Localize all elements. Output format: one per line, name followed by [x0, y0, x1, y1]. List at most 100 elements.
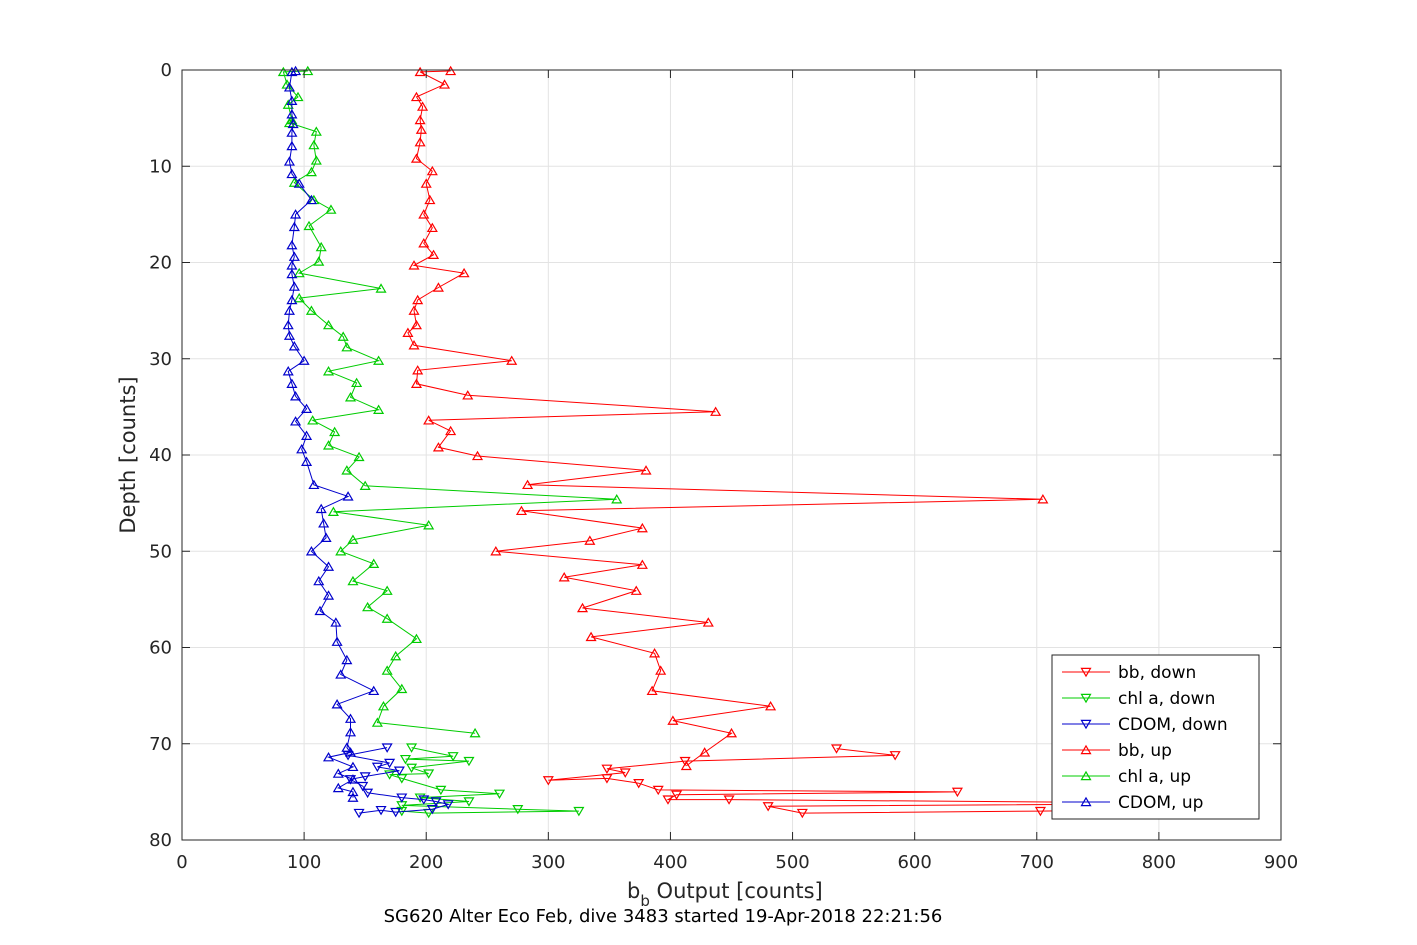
data-point	[283, 330, 296, 340]
data-point	[301, 456, 313, 466]
data-point	[384, 770, 396, 780]
data-point	[290, 209, 302, 219]
data-point	[601, 774, 613, 784]
data-point	[408, 340, 420, 350]
data-point	[303, 220, 315, 231]
series-line	[407, 70, 1043, 767]
data-point	[418, 238, 430, 248]
data-point	[313, 575, 325, 586]
x-axis-label-rest: Output [counts]	[650, 879, 823, 903]
x-tick-label: 0	[176, 852, 187, 873]
x-tick-label: 500	[775, 852, 809, 873]
legend-item: bb, down	[1062, 663, 1196, 683]
data-point	[1034, 806, 1046, 817]
data-point	[305, 546, 317, 556]
data-point	[414, 136, 426, 147]
data-point	[322, 366, 335, 376]
data-point	[393, 766, 405, 776]
data-point	[402, 327, 414, 337]
data-point	[438, 79, 451, 89]
data-point	[371, 717, 383, 727]
data-point	[298, 355, 310, 365]
legend-item: CDOM, down	[1062, 715, 1228, 735]
x-axis-label-subscript: b	[640, 892, 650, 910]
data-point	[329, 426, 341, 437]
data-point	[463, 797, 475, 807]
tick-labels: 0 100 200 300 400 500 600 700 800 900 0 10 20 30 40 50 6…	[149, 60, 1298, 873]
data-point	[286, 294, 298, 305]
x-tick-label: 100	[287, 852, 321, 873]
data-point	[573, 806, 585, 817]
data-point	[427, 249, 440, 259]
data-point	[410, 91, 423, 102]
data-point	[723, 795, 735, 805]
series-line	[282, 70, 617, 734]
data-point	[680, 760, 692, 771]
data-point	[368, 685, 380, 696]
data-point	[282, 366, 294, 376]
legend-item: bb, up	[1062, 741, 1172, 761]
data-point	[619, 768, 631, 778]
x-tick-label: 400	[653, 852, 687, 873]
y-axis-label: Depth [counts]	[116, 376, 140, 533]
data-point	[315, 241, 327, 252]
data-point	[287, 118, 299, 129]
data-point	[667, 715, 679, 725]
data-point	[558, 572, 570, 582]
legend-marker	[1080, 796, 1092, 807]
data-point	[305, 305, 317, 315]
data-point	[286, 268, 298, 279]
series-cdom-up	[282, 65, 380, 802]
legend-label: CDOM, down	[1118, 715, 1228, 735]
series-line	[389, 747, 579, 814]
data-point	[424, 194, 436, 205]
data-point	[331, 699, 343, 709]
x-tick-label: 700	[1020, 852, 1054, 873]
data-point	[337, 331, 349, 341]
data-point	[286, 378, 298, 388]
data-point	[662, 795, 674, 805]
data-point	[362, 601, 374, 612]
data-point	[344, 713, 357, 723]
data-point	[490, 546, 502, 556]
data-point	[396, 774, 408, 784]
data-point	[423, 520, 435, 530]
data-point	[293, 267, 305, 278]
data-point	[469, 727, 481, 738]
data-point	[342, 491, 354, 501]
data-point	[377, 700, 390, 711]
legend-marker	[1080, 719, 1092, 730]
data-point	[308, 479, 320, 490]
data-point	[636, 559, 648, 569]
data-point	[951, 787, 963, 798]
legend: bb, down chl a, down CDOM, down bb, up chl a…	[1051, 654, 1260, 820]
data-point	[601, 764, 613, 775]
data-point	[462, 390, 474, 400]
data-point	[286, 109, 298, 119]
legend-item: chl a, down	[1062, 689, 1215, 709]
data-point	[313, 256, 325, 266]
data-point	[359, 772, 371, 782]
data-point	[335, 546, 347, 556]
x-tick-label: 300	[531, 852, 565, 873]
data-point	[347, 786, 359, 797]
data-point	[322, 440, 335, 450]
data-point	[325, 204, 337, 214]
y-tick-label: 70	[149, 734, 172, 755]
data-point	[344, 747, 357, 757]
data-point	[341, 654, 353, 665]
legend-box	[1051, 654, 1260, 820]
data-point	[426, 165, 438, 176]
data-point	[418, 795, 430, 805]
data-point	[445, 425, 457, 436]
data-point	[584, 535, 596, 545]
data-point	[373, 404, 385, 414]
x-axis-label: bb Output [counts]	[627, 879, 823, 910]
data-point	[636, 522, 648, 533]
data-point	[301, 403, 313, 413]
data-point	[649, 648, 661, 658]
data-point	[341, 465, 353, 475]
data-point	[399, 754, 412, 765]
series-layer	[277, 65, 1238, 819]
data-point	[322, 590, 335, 600]
